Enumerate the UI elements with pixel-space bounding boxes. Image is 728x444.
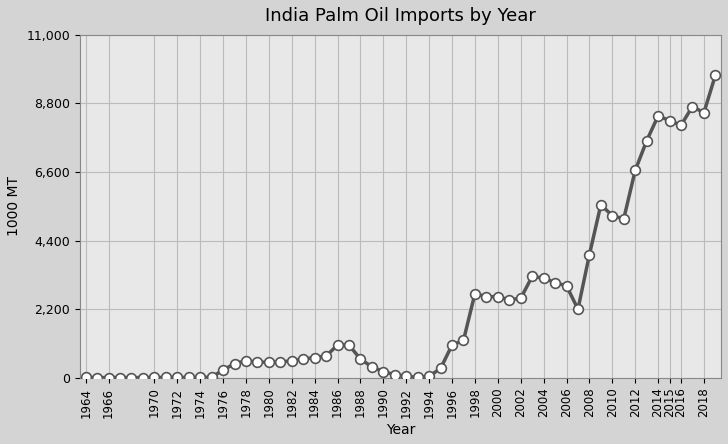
Title: India Palm Oil Imports by Year: India Palm Oil Imports by Year — [265, 7, 536, 25]
X-axis label: Year: Year — [386, 423, 415, 437]
Y-axis label: 1000 MT: 1000 MT — [7, 176, 21, 236]
